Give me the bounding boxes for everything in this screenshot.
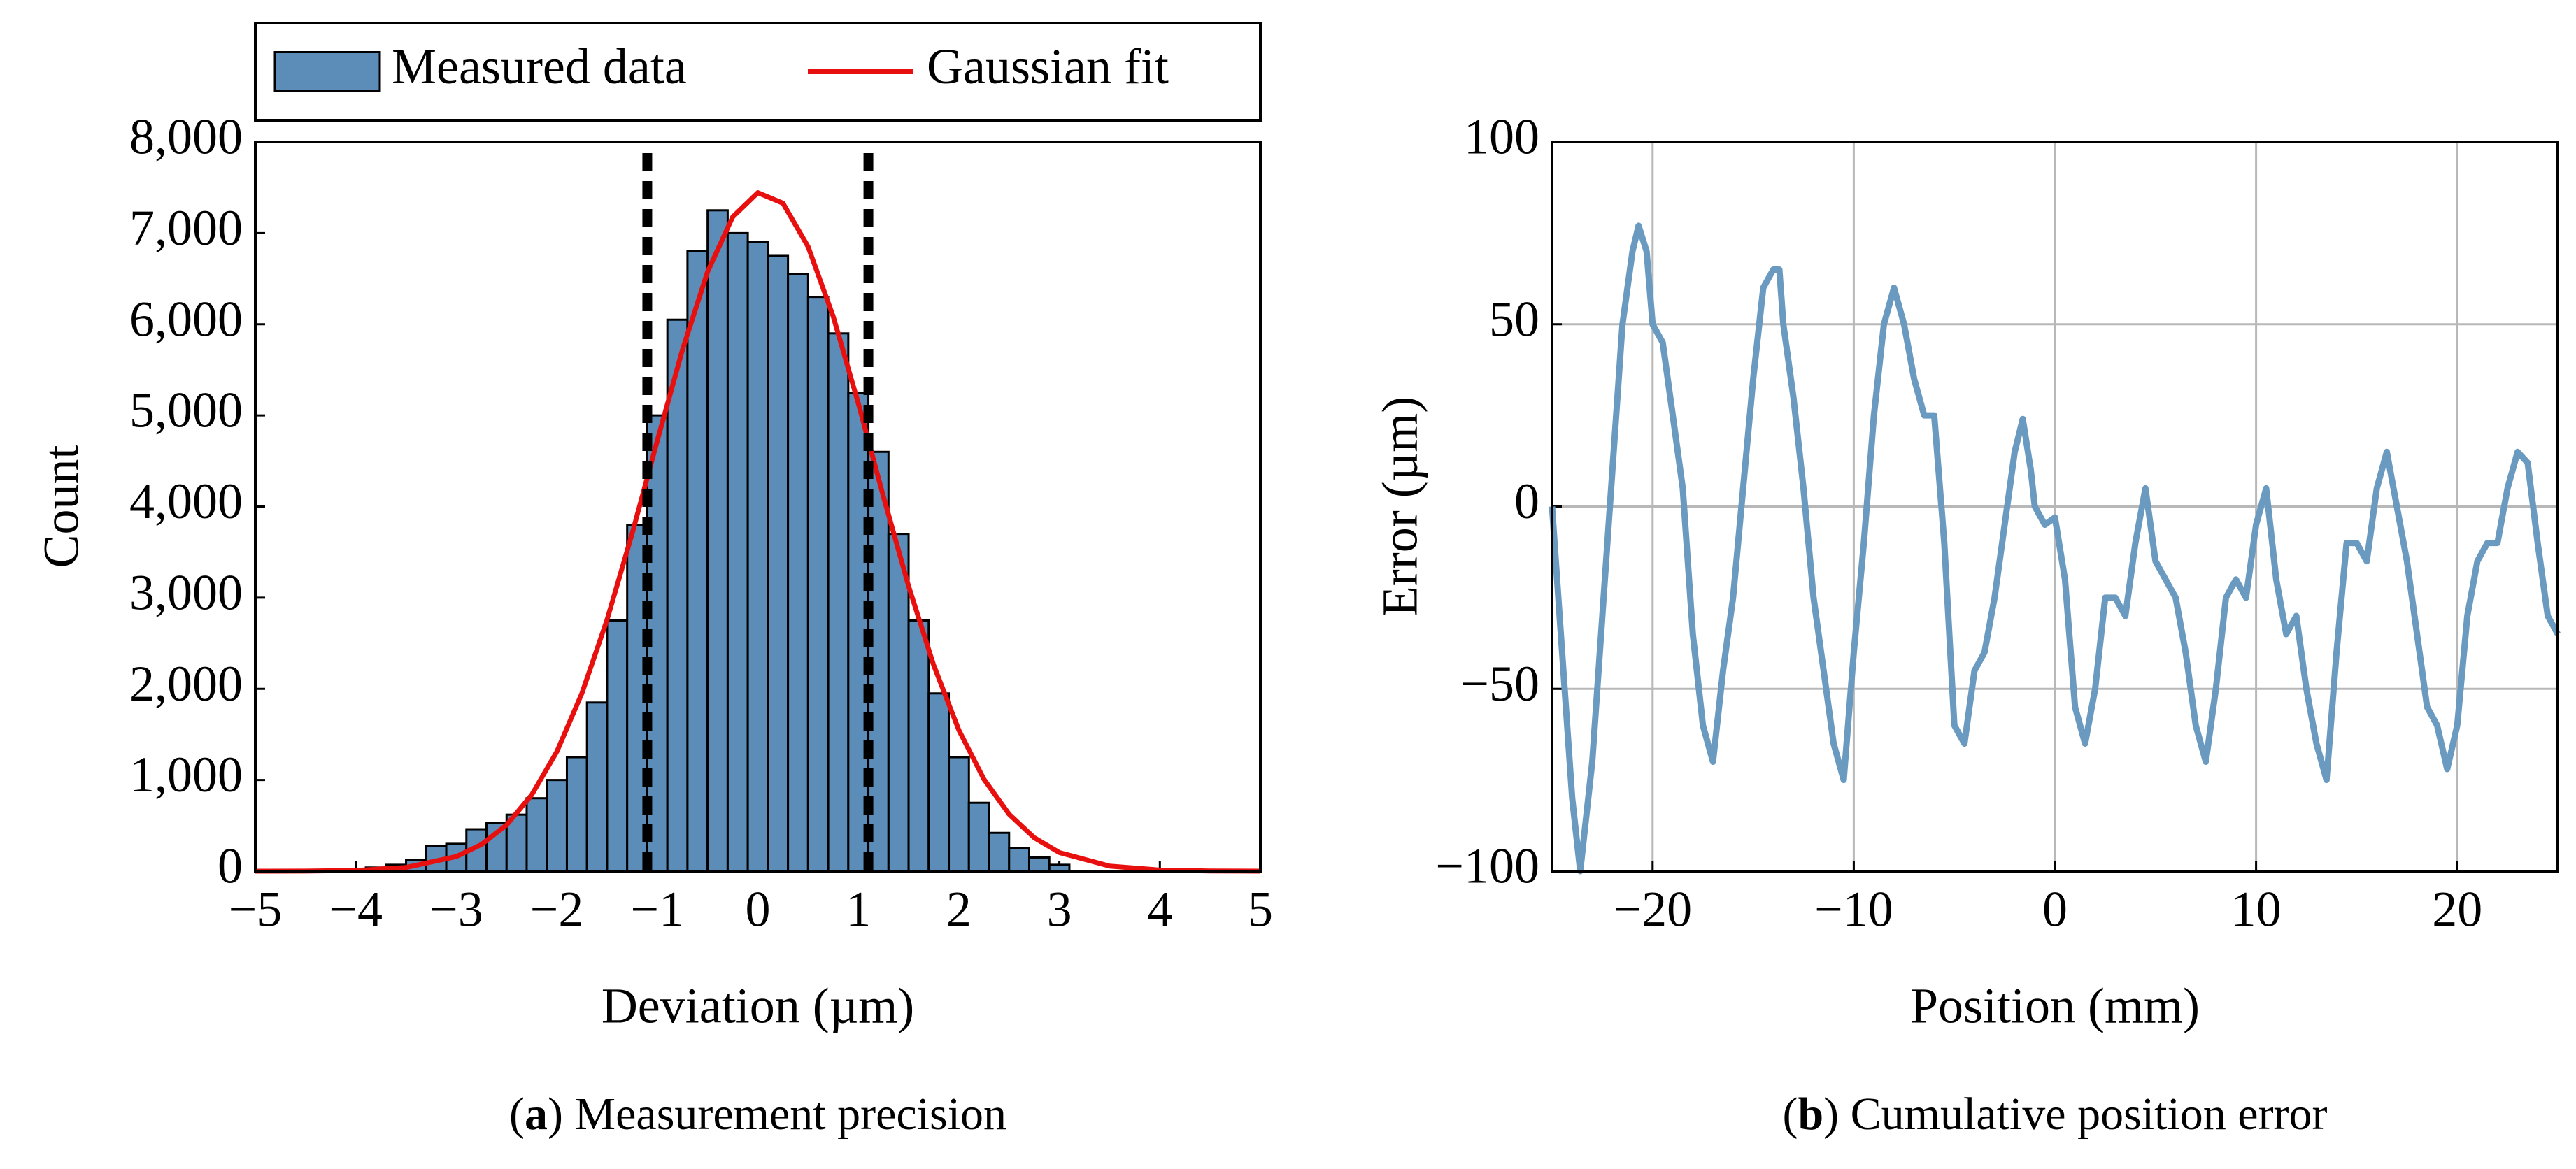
caption-text: ) Measurement precision xyxy=(548,1089,1006,1140)
y-tick-label: 0 xyxy=(1514,473,1539,529)
bar xyxy=(726,231,749,873)
bar xyxy=(988,831,1011,873)
x-tick-label: −5 xyxy=(229,882,283,938)
x-axis-label: Position (mm) xyxy=(1910,978,2200,1034)
y-tick-label: 2,000 xyxy=(129,656,243,712)
x-tick-label: 2 xyxy=(946,882,972,938)
legend-box xyxy=(254,22,1262,122)
bar xyxy=(606,619,629,873)
legend-swatch xyxy=(273,51,381,92)
bar xyxy=(1008,847,1030,873)
legend-label: Gaussian fit xyxy=(927,38,1169,94)
bar xyxy=(767,254,790,873)
x-tick-label: −3 xyxy=(429,882,483,938)
bar xyxy=(706,209,729,873)
y-tick-label: 4,000 xyxy=(129,473,243,529)
x-tick-label: −10 xyxy=(1814,882,1893,938)
caption-open: ( xyxy=(509,1089,525,1140)
x-tick-label: 1 xyxy=(846,882,871,938)
x-tick-label: −20 xyxy=(1613,882,1692,938)
x-tick-label: 0 xyxy=(2042,882,2068,938)
bar xyxy=(787,273,809,873)
caption: (b) Cumulative position error xyxy=(1782,1089,2327,1140)
y-tick-label: 1,000 xyxy=(129,747,243,803)
y-tick-label: 7,000 xyxy=(129,200,243,256)
caption-text: ) Cumulative position error xyxy=(1823,1089,2327,1140)
caption-open: ( xyxy=(1782,1089,1798,1140)
y-tick-label: 5,000 xyxy=(129,382,243,438)
bar xyxy=(525,797,548,873)
bar xyxy=(948,756,970,873)
y-axis-label: Count xyxy=(34,445,90,568)
x-tick-label: 3 xyxy=(1047,882,1072,938)
error-line xyxy=(1549,222,2561,875)
y-tick-label: −50 xyxy=(1460,656,1539,712)
caption-label: b xyxy=(1798,1089,1823,1140)
bar xyxy=(827,332,850,873)
x-tick-label: −2 xyxy=(530,882,584,938)
x-tick-label: 0 xyxy=(746,882,771,938)
bar xyxy=(565,756,588,873)
x-tick-label: −4 xyxy=(329,882,383,938)
bar xyxy=(686,250,709,873)
bar xyxy=(806,296,830,873)
fit-line xyxy=(255,190,1261,874)
bar xyxy=(746,241,769,873)
plot-frame xyxy=(1551,141,2559,873)
y-tick-label: 3,000 xyxy=(129,564,243,620)
y-axis-label: Error (µm) xyxy=(1372,396,1428,617)
bar xyxy=(907,619,930,873)
x-tick-label: 20 xyxy=(2432,882,2482,938)
y-tick-label: 0 xyxy=(218,838,243,894)
caption-label: a xyxy=(525,1089,548,1140)
x-tick-label: 4 xyxy=(1147,882,1172,938)
bar xyxy=(585,701,609,873)
y-tick-label: 6,000 xyxy=(129,291,243,347)
y-tick-label: 50 xyxy=(1489,291,1539,347)
x-tick-label: 5 xyxy=(1248,882,1273,938)
bar xyxy=(1027,856,1051,873)
bar xyxy=(927,692,951,873)
bar xyxy=(967,801,990,873)
caption: (a) Measurement precision xyxy=(509,1089,1006,1140)
bar xyxy=(546,779,568,873)
y-tick-label: 100 xyxy=(1464,109,1539,165)
y-tick-label: 8,000 xyxy=(129,109,243,165)
x-tick-label: 10 xyxy=(2231,882,2282,938)
plot-frame xyxy=(254,141,1262,873)
y-tick-label: −100 xyxy=(1435,838,1539,894)
legend-label: Measured data xyxy=(392,38,687,94)
x-tick-label: −1 xyxy=(630,882,684,938)
x-axis-label: Deviation (µm) xyxy=(602,978,914,1034)
